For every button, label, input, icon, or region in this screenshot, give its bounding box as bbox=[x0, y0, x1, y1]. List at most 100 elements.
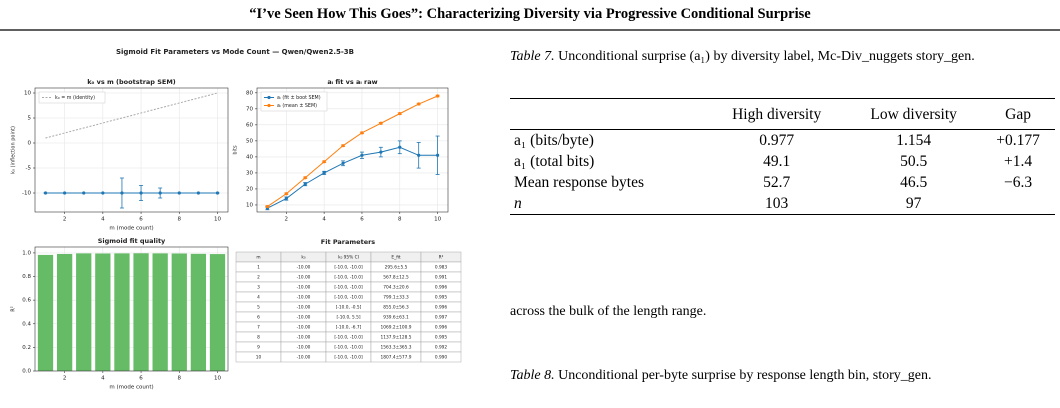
table-value: 9 bbox=[257, 345, 260, 351]
table-value: 7 bbox=[257, 325, 260, 331]
x-tick-label: 6 bbox=[360, 217, 364, 223]
table-value: -10.00 bbox=[297, 325, 311, 331]
table-value: 1563.3±365.3 bbox=[381, 345, 412, 351]
table-cell: n bbox=[514, 194, 522, 212]
y-tick-label: 0.2 bbox=[22, 345, 31, 351]
table-value: [-10.0, -10.0] bbox=[334, 275, 363, 281]
series-line bbox=[45, 92, 218, 139]
table-cell bbox=[420, 351, 462, 363]
marker bbox=[177, 191, 181, 195]
x-tick-label: 10 bbox=[214, 376, 221, 382]
legend-marker bbox=[267, 103, 271, 108]
y-tick-label: 0.6 bbox=[22, 298, 31, 304]
x-tick-label: 8 bbox=[178, 217, 182, 223]
y-tick-label: 30 bbox=[246, 170, 253, 176]
caption-text: Unconditional per-byte surprise by respo… bbox=[558, 368, 932, 383]
marker bbox=[82, 191, 86, 195]
caption-label: Table 7. bbox=[510, 49, 555, 64]
y-axis-label: bits bbox=[233, 145, 239, 155]
table-cell: 0.977 bbox=[759, 131, 795, 149]
bar bbox=[152, 253, 168, 371]
table-value: 1069.2±100.9 bbox=[381, 325, 412, 331]
marker bbox=[158, 191, 162, 195]
marker bbox=[398, 112, 402, 116]
table7-caption: Table 7. Unconditional surprise (a₁) by … bbox=[510, 49, 1050, 65]
table-value: 704.3±20.6 bbox=[383, 285, 409, 291]
table-value: [-10.0, -6.7] bbox=[336, 325, 362, 331]
y-tick-label: -10 bbox=[22, 191, 31, 197]
table-value: [-10.0, -10.0] bbox=[334, 265, 363, 271]
table-value: 6 bbox=[257, 315, 260, 321]
marker bbox=[435, 153, 440, 157]
legend-marker bbox=[267, 95, 271, 100]
y-tick-label: 20 bbox=[246, 186, 253, 192]
marker bbox=[341, 144, 345, 148]
y-tick-label: 10 bbox=[246, 202, 253, 208]
table-value: -10.00 bbox=[297, 285, 311, 291]
table-cell: 1.154 bbox=[896, 131, 932, 149]
table-value: 0.991 bbox=[435, 275, 448, 281]
figure-title: Sigmoid Fit Parameters vs Mode Count — Q… bbox=[116, 48, 354, 56]
table-cell: +1.4 bbox=[1004, 152, 1033, 170]
table-cell: a₁ (bits/byte) bbox=[514, 131, 594, 149]
table-value: 1807.4±577.9 bbox=[381, 355, 412, 361]
table-cell: 46.5 bbox=[900, 173, 928, 191]
marker bbox=[379, 121, 383, 125]
bar bbox=[114, 253, 130, 371]
table-value: 1137.9±128.5 bbox=[381, 335, 412, 341]
table-value: [-10.0, 5.5] bbox=[336, 315, 360, 321]
chart-title: k₀ vs m (bootstrap SEM) bbox=[87, 78, 176, 86]
table-value: 0.997 bbox=[435, 315, 448, 321]
legend-label: aᵢ (mean ± SEM) bbox=[277, 103, 317, 109]
table-value: 0.992 bbox=[435, 345, 448, 351]
marker bbox=[303, 176, 307, 180]
table-value: -10.00 bbox=[297, 345, 311, 351]
table-cell: 52.7 bbox=[763, 173, 791, 191]
x-axis-label: m (mode count) bbox=[109, 385, 153, 391]
y-tick-label: 0.0 bbox=[22, 369, 31, 375]
table-cell: 103 bbox=[765, 194, 789, 212]
header-cell: Low diversity bbox=[846, 98, 982, 130]
table-header: R² bbox=[439, 255, 444, 261]
table-value: 8 bbox=[257, 335, 260, 341]
y-axis-label: k₀ (inflection point) bbox=[11, 126, 17, 174]
table-value: 0.983 bbox=[435, 265, 448, 271]
legend-box bbox=[260, 91, 328, 112]
marker bbox=[417, 153, 421, 157]
table-cell: Mean response bytes bbox=[514, 173, 644, 191]
marker bbox=[322, 160, 326, 164]
series-line bbox=[267, 146, 438, 209]
table-row: n 103 97 bbox=[510, 193, 1055, 215]
header-cell bbox=[510, 98, 708, 130]
table-value: 799.1±33.3 bbox=[383, 295, 409, 301]
x-tick-label: 6 bbox=[139, 376, 143, 382]
table-value: 5 bbox=[257, 305, 260, 311]
y-tick-label: 1.0 bbox=[22, 250, 31, 256]
marker bbox=[417, 102, 421, 106]
table-value: -10.00 bbox=[297, 305, 311, 311]
table-header: k₀ 95% CI bbox=[338, 255, 359, 261]
caption-text: Unconditional surprise (a₁) by diversity… bbox=[558, 49, 975, 64]
table-cell bbox=[981, 193, 1055, 215]
table-value: -10.00 bbox=[297, 265, 311, 271]
table-value: 2 bbox=[257, 275, 260, 281]
table-value: [-10.0, -0.5] bbox=[336, 305, 362, 311]
bar bbox=[76, 253, 92, 371]
bar bbox=[56, 253, 73, 371]
table-value: 939.6±63.1 bbox=[383, 315, 409, 321]
header-cell: High diversity bbox=[707, 98, 847, 130]
legend-label: k₀ = m (identity) bbox=[55, 95, 95, 101]
table-value: 0.995 bbox=[435, 335, 448, 341]
x-tick-label: 4 bbox=[101, 376, 105, 382]
caption-label: Table 8. bbox=[510, 368, 555, 383]
table-value: 0.990 bbox=[435, 355, 448, 361]
marker bbox=[101, 191, 105, 195]
marker bbox=[284, 196, 288, 201]
table-value: 1 bbox=[257, 265, 260, 271]
table-value: [-10.0, -10.0] bbox=[334, 295, 363, 301]
bar bbox=[37, 254, 54, 371]
bar bbox=[190, 253, 207, 371]
table-value: [-10.0, -10.0] bbox=[334, 355, 363, 361]
chart-title: aᵢ fit vs aᵢ raw bbox=[327, 78, 377, 86]
